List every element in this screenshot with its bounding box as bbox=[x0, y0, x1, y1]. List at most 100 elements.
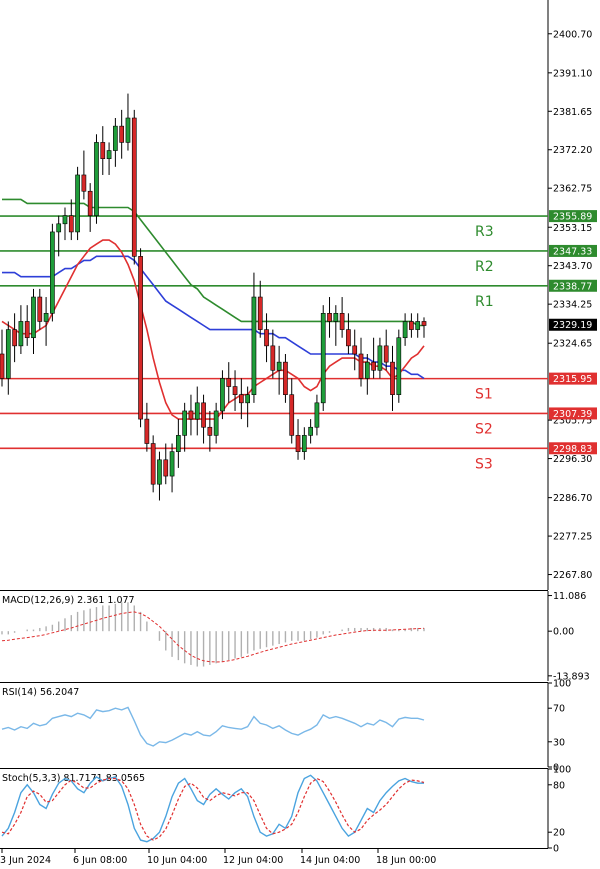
candle-body bbox=[37, 296, 43, 322]
indicator-tick-label: 80 bbox=[553, 780, 565, 791]
price-panel: 2400.70 2391.10 2381.65 2372.20 2362.75 2353.… bbox=[0, 29, 597, 581]
candle-body bbox=[251, 296, 257, 395]
price-tick-label: 2286.70 bbox=[553, 493, 592, 504]
candle-body bbox=[119, 125, 125, 143]
candle-body bbox=[194, 402, 200, 420]
level-name-s3: S3 bbox=[475, 456, 493, 472]
candle-body bbox=[396, 337, 402, 395]
candle-body bbox=[62, 215, 68, 225]
level-tag-label: 2355.89 bbox=[553, 212, 592, 223]
rsi-line bbox=[1, 706, 425, 747]
time-tick-label: 12 Jun 04:00 bbox=[223, 855, 283, 866]
candle-body bbox=[358, 353, 364, 379]
candle-body bbox=[12, 329, 17, 347]
rsi-panel: 100 70 30 0 RSI(14) 56.2047 bbox=[1, 679, 571, 774]
level-name-r3: R3 bbox=[475, 224, 494, 240]
candle-body bbox=[383, 345, 389, 363]
level-tag-s2 bbox=[549, 407, 597, 420]
price-tick-label: 2324.65 bbox=[553, 339, 592, 350]
candle-body bbox=[327, 313, 332, 322]
indicator-tick-label: 100 bbox=[553, 679, 571, 690]
candle-body bbox=[402, 321, 408, 339]
candle-body bbox=[87, 190, 93, 216]
price-tick-label: 2381.65 bbox=[553, 107, 592, 118]
time-tick-label: 14 Jun 04:00 bbox=[300, 855, 360, 866]
indicator-title: RSI(14) 56.2047 bbox=[2, 687, 79, 698]
candle-body bbox=[320, 313, 326, 404]
candle-body bbox=[333, 313, 339, 322]
price-tick-label: 2353.15 bbox=[553, 223, 592, 234]
candle-body bbox=[314, 402, 320, 428]
candle-body bbox=[238, 394, 244, 404]
price-tick-label: 2362.75 bbox=[553, 184, 592, 195]
candle-body bbox=[188, 410, 194, 420]
ma-red-line bbox=[1, 239, 425, 420]
candle-body bbox=[364, 361, 370, 379]
time-tick-label: 6 Jun 08:00 bbox=[73, 855, 127, 866]
candle-body bbox=[201, 402, 206, 428]
price-tick-label: 2277.25 bbox=[553, 532, 592, 543]
time-axis: 3 Jun 2024 6 Jun 08:00 10 Jun 04:00 12 Jun … bbox=[0, 849, 436, 866]
candle-body bbox=[245, 394, 250, 404]
candle-body bbox=[176, 435, 181, 452]
indicator-title: MACD(12,26,9) 2.361 1.077 bbox=[2, 595, 135, 606]
price-tick-label: 2343.70 bbox=[553, 261, 592, 272]
time-tick-label: 10 Jun 04:00 bbox=[147, 855, 207, 866]
candle-body bbox=[138, 256, 143, 420]
candle-body bbox=[409, 321, 414, 330]
level-tag-r2 bbox=[549, 244, 597, 257]
candle-body bbox=[346, 329, 351, 347]
candle-body bbox=[295, 435, 301, 452]
price-tick-label: 2334.25 bbox=[553, 300, 592, 311]
level-name-r1: R1 bbox=[475, 294, 494, 310]
stoch-panel: 100 80 20 0 Stoch(5,3,3) 81.7171 83.0565 bbox=[1, 765, 571, 855]
candle-body bbox=[43, 313, 49, 322]
indicator-tick-label: 20 bbox=[553, 828, 565, 839]
candle-body bbox=[150, 443, 156, 485]
candle-body bbox=[24, 321, 30, 339]
level-name-s2: S2 bbox=[475, 421, 493, 437]
indicator-tick-label: 0.00 bbox=[553, 627, 574, 638]
candle-body bbox=[421, 321, 427, 326]
candle-body bbox=[415, 321, 421, 330]
candle-body bbox=[301, 435, 307, 452]
candle-body bbox=[289, 394, 295, 436]
candle-body bbox=[283, 361, 288, 395]
candle-body bbox=[308, 426, 313, 436]
candle-body bbox=[390, 361, 395, 395]
level-tag-r3 bbox=[549, 210, 597, 223]
candle-body bbox=[31, 296, 36, 339]
price-tick-label: 2372.20 bbox=[553, 145, 592, 156]
candle-body bbox=[75, 174, 80, 233]
time-tick-label: 18 Jun 00:00 bbox=[376, 855, 436, 866]
level-tag-s1 bbox=[549, 372, 597, 385]
indicator-tick-label: 0 bbox=[553, 844, 559, 855]
candle-body bbox=[163, 459, 169, 477]
macd-signal-line bbox=[1, 611, 425, 663]
current-price-tag bbox=[549, 318, 597, 331]
level-tag-label: 2347.33 bbox=[553, 246, 592, 257]
candle-body bbox=[50, 231, 55, 314]
level-tag-label: 2315.95 bbox=[553, 374, 592, 385]
indicator-tick-label: 100 bbox=[553, 765, 571, 776]
stoch-d-line bbox=[1, 777, 425, 841]
candle-body bbox=[125, 117, 131, 143]
candle-body bbox=[94, 142, 99, 216]
candle-body bbox=[226, 378, 232, 387]
candle-body bbox=[131, 117, 137, 257]
indicator-tick-label: 11.086 bbox=[553, 591, 586, 602]
current-price-label: 2329.19 bbox=[553, 320, 592, 331]
indicator-tick-label: 0 bbox=[553, 763, 559, 774]
candle-body bbox=[207, 426, 213, 436]
price-tick-label: 2296.30 bbox=[553, 454, 592, 465]
candle-body bbox=[276, 361, 282, 371]
level-tag-label: 2307.39 bbox=[553, 409, 592, 420]
candle-body bbox=[81, 174, 87, 192]
indicator-tick-label: 30 bbox=[553, 737, 565, 748]
candle-body bbox=[377, 345, 383, 371]
price-tick-label: 2267.80 bbox=[553, 570, 592, 581]
candle-body bbox=[100, 142, 106, 159]
stoch-k-line bbox=[1, 774, 424, 843]
candle-body bbox=[106, 150, 112, 159]
candle-body bbox=[182, 410, 188, 436]
